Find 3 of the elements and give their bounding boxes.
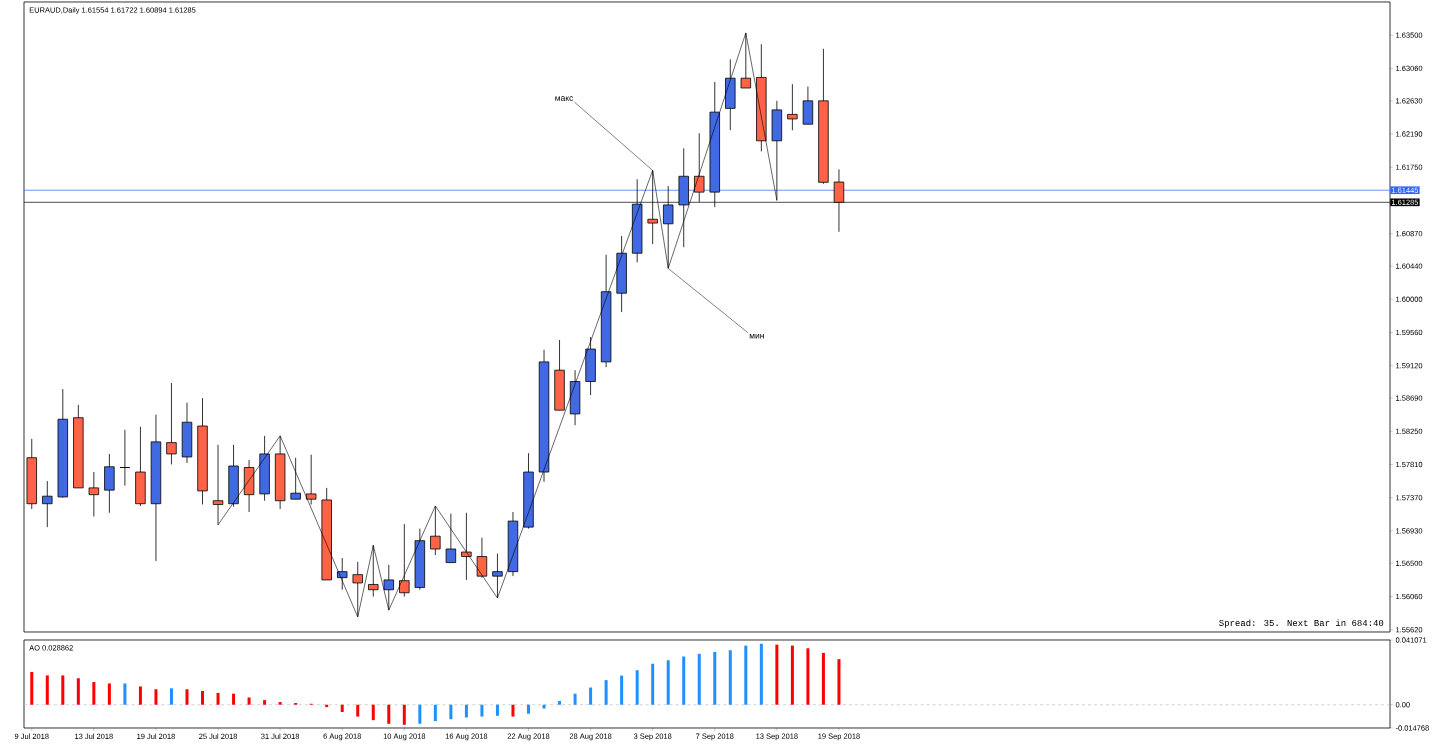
annotation: Spread: 35. Next Bar in 684:40 (1219, 619, 1384, 628)
annotation: мин (749, 333, 764, 339)
annotation: макс (555, 96, 574, 101)
